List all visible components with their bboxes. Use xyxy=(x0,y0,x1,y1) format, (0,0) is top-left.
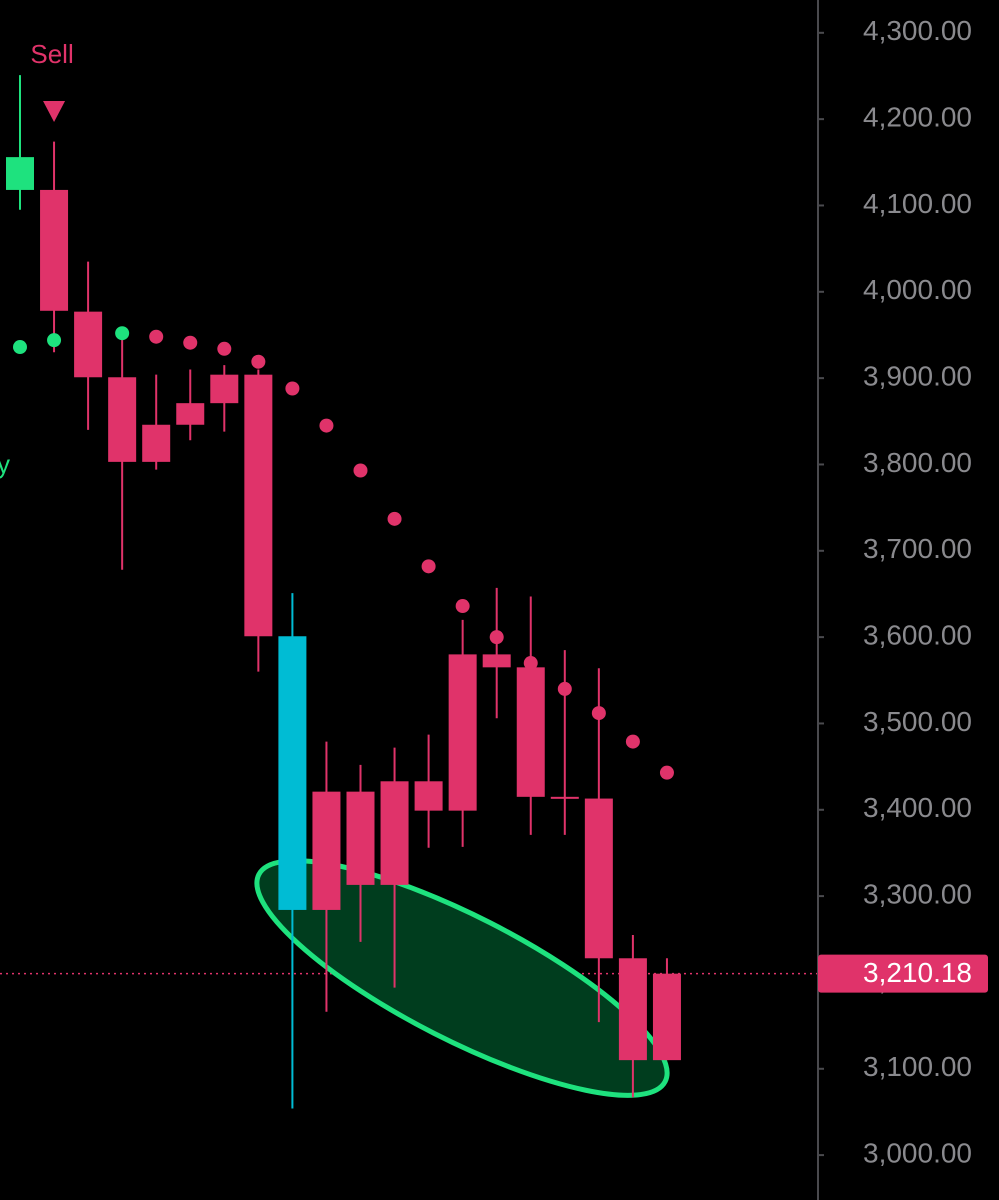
y-tick-label: 3,700.00 xyxy=(863,533,972,564)
y-tick-label: 3,600.00 xyxy=(863,620,972,651)
y-tick-label: 3,400.00 xyxy=(863,792,972,823)
y-tick-label: 4,200.00 xyxy=(863,102,972,133)
y-tick-label: 3,500.00 xyxy=(863,706,972,737)
candle-body xyxy=(176,403,205,425)
price-label: 3,210.18 xyxy=(863,957,972,988)
candle-body xyxy=(108,377,137,462)
candle-body xyxy=(584,798,613,959)
candle-body xyxy=(652,973,681,1061)
sar-dot xyxy=(659,765,674,780)
sar-dot xyxy=(251,354,266,369)
candle-body xyxy=(618,958,647,1061)
candle-body xyxy=(210,374,239,404)
sar-dot xyxy=(115,326,130,341)
y-tick-label: 4,300.00 xyxy=(863,15,972,46)
sar-dot xyxy=(353,463,368,478)
candle-body xyxy=(244,374,273,637)
highlight-ellipse xyxy=(254,858,670,1098)
sar-dot xyxy=(591,706,606,721)
candle-body xyxy=(6,157,34,190)
sar-dot xyxy=(183,335,198,350)
candle-body xyxy=(414,781,443,811)
sar-dot xyxy=(149,329,164,344)
candle-body xyxy=(380,781,409,885)
candle-body xyxy=(312,791,341,910)
annotation: Sell xyxy=(30,39,73,69)
candle-body xyxy=(482,654,511,668)
y-tick-label: 3,800.00 xyxy=(863,447,972,478)
sar-dot xyxy=(455,599,470,614)
sell-marker xyxy=(43,101,66,122)
y-tick-label: 4,000.00 xyxy=(863,274,972,305)
candle-body xyxy=(550,796,579,799)
y-tick-label: 4,100.00 xyxy=(863,188,972,219)
sar-dot xyxy=(523,656,538,671)
sar-dot xyxy=(47,333,62,348)
candles xyxy=(6,75,681,1109)
sar-dot xyxy=(13,340,27,355)
candle-body xyxy=(40,189,69,311)
candle-body xyxy=(142,424,171,462)
sar-dot xyxy=(421,559,436,574)
candle-body xyxy=(278,636,307,910)
y-tick-label: 3,300.00 xyxy=(863,879,972,910)
y-tick-label: 3,000.00 xyxy=(863,1137,972,1168)
y-tick-label: 3,100.00 xyxy=(863,1051,972,1082)
candle-body xyxy=(448,654,477,811)
y-tick-label: 3,900.00 xyxy=(863,361,972,392)
price-axis: 4,300.00 4,200.00 4,100.00 4,000.00 3,900.00… xyxy=(818,15,988,1168)
sar-dot xyxy=(387,511,402,526)
sar-dot xyxy=(489,630,504,645)
candle-body xyxy=(346,791,375,885)
sar-dot xyxy=(319,418,334,433)
sar-dot xyxy=(217,341,232,356)
price-badge xyxy=(818,954,988,993)
annotation: y xyxy=(0,449,10,479)
candle-body xyxy=(74,311,103,378)
candle-body xyxy=(516,667,545,797)
sar-dot xyxy=(285,381,300,396)
sar-dot xyxy=(625,734,640,749)
sar-dot xyxy=(557,681,572,696)
